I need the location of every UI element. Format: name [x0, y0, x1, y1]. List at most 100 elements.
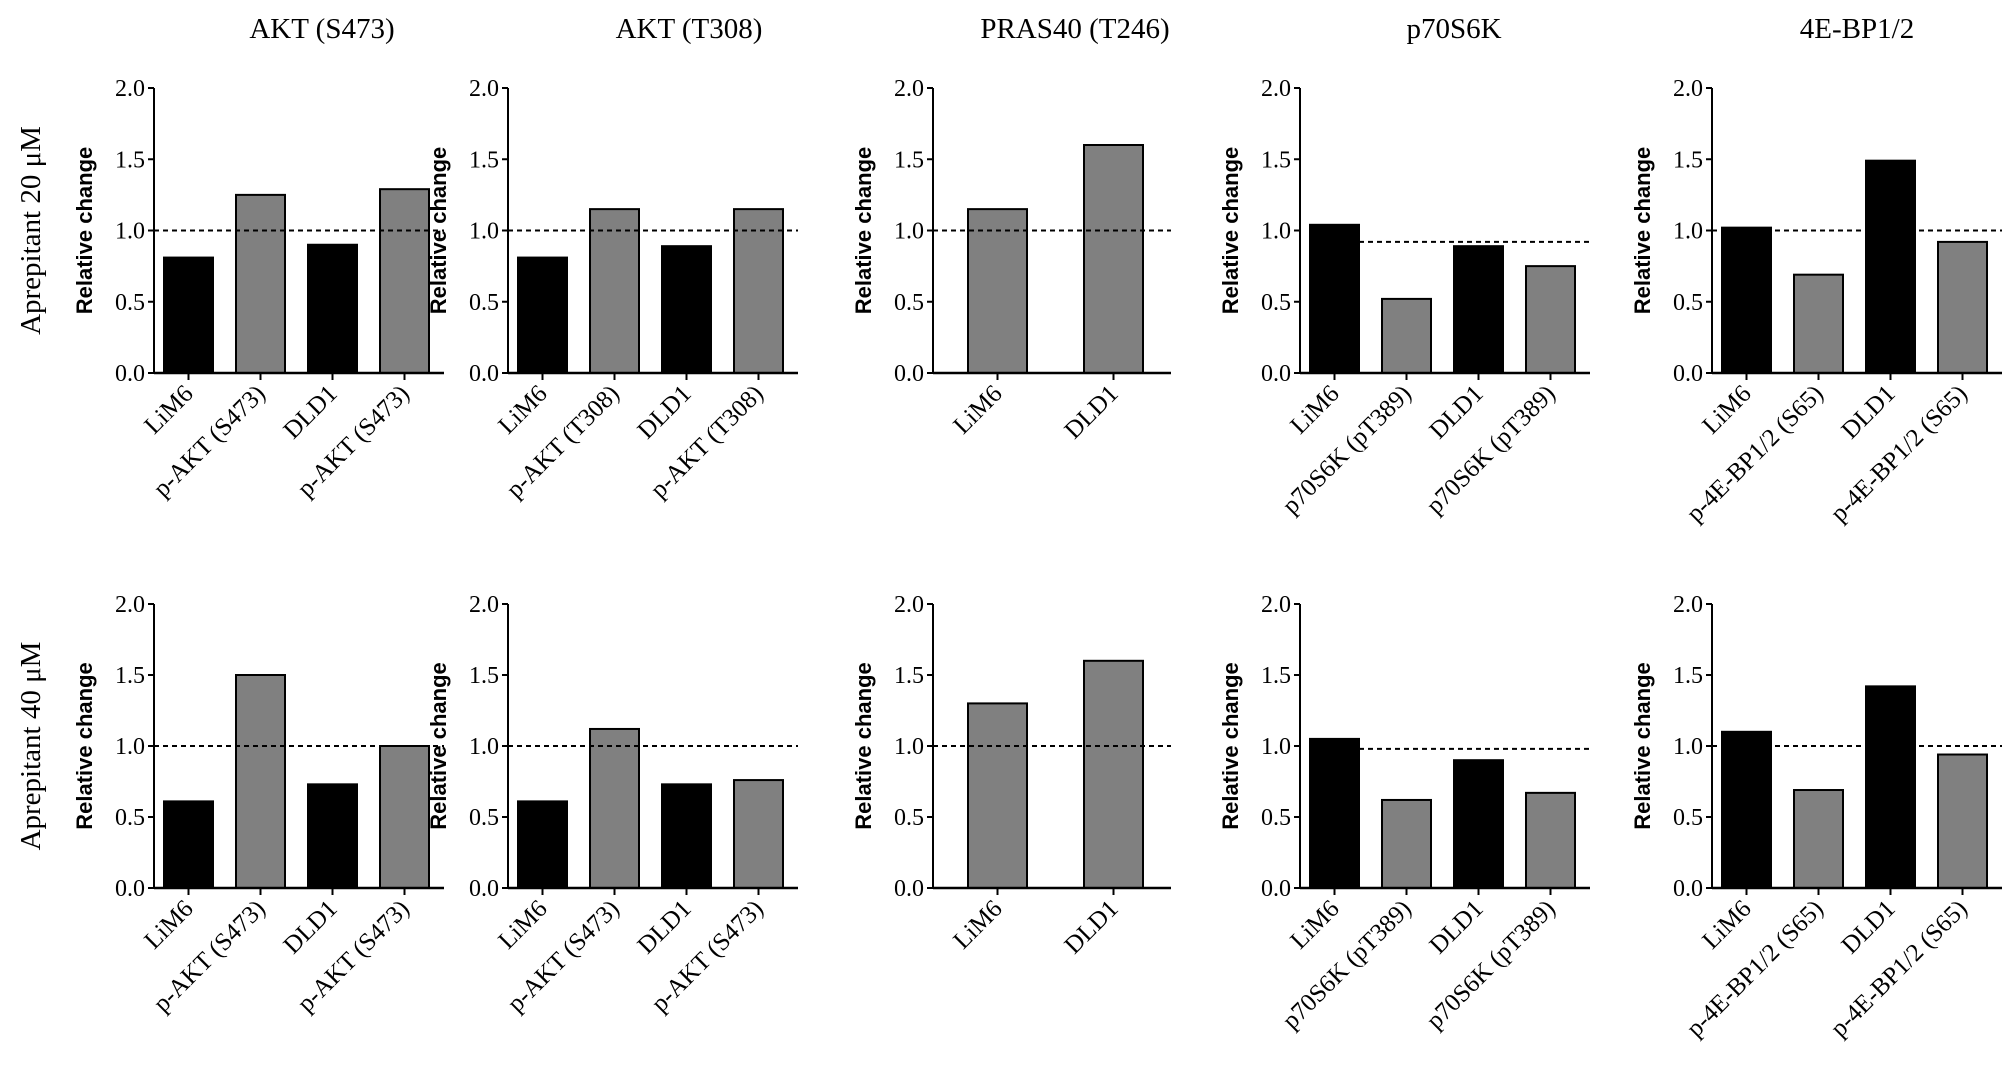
- x-tick-label: LiM6: [1285, 380, 1344, 439]
- x-tick-label: p70S6K (pT389): [1277, 380, 1416, 519]
- x-tick-label: LiM6: [948, 895, 1007, 954]
- x-tick-label: DLD1: [278, 895, 342, 959]
- x-tick-label: DLD1: [1424, 380, 1488, 444]
- y-tick-label: 1.0: [1261, 219, 1291, 245]
- y-tick-label: 0.5: [115, 290, 145, 316]
- y-tick-label: 0.5: [1261, 290, 1291, 316]
- row-label: Aprepitant 20 μM: [15, 126, 47, 335]
- bar: [379, 188, 430, 374]
- y-tick-label: 0.5: [894, 805, 924, 831]
- y-tick-label: 0.0: [894, 361, 924, 387]
- bar: [1721, 226, 1772, 374]
- y-tick-label: 2.0: [1673, 76, 1703, 102]
- y-axis-label: Relative change: [72, 147, 97, 315]
- y-tick-label: 0.5: [469, 805, 499, 831]
- y-tick-label: 0.0: [1673, 876, 1703, 902]
- y-tick-label: 1.0: [469, 219, 499, 245]
- bar: [307, 783, 358, 890]
- bar: [1793, 273, 1844, 374]
- y-tick-label: 1.0: [894, 734, 924, 760]
- bar: [967, 702, 1028, 890]
- x-tick-label: LiM6: [139, 380, 198, 439]
- y-tick-label: 0.5: [115, 805, 145, 831]
- x-tick-label: LiM6: [493, 895, 552, 954]
- y-tick-label: 1.0: [115, 219, 145, 245]
- y-tick-label: 1.5: [115, 147, 145, 173]
- y-tick-label: 2.0: [894, 76, 924, 102]
- y-tick-label: 1.0: [1261, 734, 1291, 760]
- y-tick-label: 1.5: [469, 663, 499, 689]
- y-tick-label: 0.0: [469, 361, 499, 387]
- y-tick-label: 2.0: [115, 76, 145, 102]
- bar: [1865, 159, 1916, 374]
- y-tick-label: 2.0: [115, 592, 145, 618]
- bar: [1309, 223, 1360, 374]
- y-tick-label: 2.0: [1261, 592, 1291, 618]
- y-tick-label: 1.5: [1673, 663, 1703, 689]
- x-tick-label: LiM6: [1697, 380, 1756, 439]
- bar: [307, 243, 358, 374]
- x-tick-label: LiM6: [139, 895, 198, 954]
- x-tick-label: LiM6: [1285, 895, 1344, 954]
- y-tick-label: 0.0: [1261, 361, 1291, 387]
- bar: [661, 783, 712, 890]
- y-axis-label: Relative change: [426, 662, 451, 830]
- y-axis-label: Relative change: [72, 662, 97, 830]
- x-tick-label: p70S6K (pT389): [1421, 380, 1560, 519]
- x-tick-label: DLD1: [1424, 895, 1488, 959]
- bar: [1453, 245, 1504, 374]
- y-tick-label: 0.0: [115, 876, 145, 902]
- y-tick-label: 2.0: [1261, 76, 1291, 102]
- bar: [163, 800, 214, 890]
- bar: [1453, 759, 1504, 890]
- y-tick-label: 0.5: [894, 290, 924, 316]
- bar: [1525, 265, 1576, 374]
- bar: [661, 245, 712, 374]
- column-title: 4E-BP1/2: [1800, 13, 1914, 45]
- bar: [235, 193, 286, 374]
- y-tick-label: 1.5: [894, 663, 924, 689]
- y-tick-label: 0.0: [894, 876, 924, 902]
- y-tick-label: 2.0: [469, 592, 499, 618]
- x-tick-label: p-4E-BP1/2 (S65): [1681, 380, 1828, 527]
- y-tick-label: 2.0: [469, 76, 499, 102]
- bar: [379, 745, 430, 889]
- x-tick-label: p70S6K (pT389): [1277, 895, 1416, 1034]
- x-tick-label: p-4E-BP1/2 (S65): [1825, 895, 1972, 1042]
- bar: [1793, 789, 1844, 890]
- y-axis-label: Relative change: [426, 147, 451, 315]
- row-label: Aprepitant 40 μM: [15, 642, 47, 851]
- y-tick-label: 1.0: [1673, 219, 1703, 245]
- y-tick-label: 1.0: [469, 734, 499, 760]
- y-axis-label: Relative change: [1218, 662, 1243, 830]
- y-tick-label: 2.0: [1673, 592, 1703, 618]
- bar: [733, 779, 784, 890]
- bar: [235, 674, 286, 889]
- bar: [1309, 737, 1360, 890]
- x-tick-label: LiM6: [948, 380, 1007, 439]
- x-tick-label: DLD1: [632, 895, 696, 959]
- y-tick-label: 1.5: [1261, 147, 1291, 173]
- bar: [1937, 753, 1988, 890]
- bar: [589, 727, 640, 890]
- bar: [1381, 297, 1432, 374]
- y-axis-label: Relative change: [1630, 147, 1655, 315]
- bar: [163, 256, 214, 375]
- y-axis-label: Relative change: [851, 662, 876, 830]
- bar: [1083, 144, 1144, 374]
- y-tick-label: 1.0: [115, 734, 145, 760]
- y-tick-label: 1.5: [1261, 663, 1291, 689]
- x-tick-label: DLD1: [1836, 380, 1900, 444]
- x-tick-label: DLD1: [632, 380, 696, 444]
- x-tick-label: p-4E-BP1/2 (S65): [1681, 895, 1828, 1042]
- y-tick-label: 1.5: [469, 147, 499, 173]
- x-tick-label: DLD1: [1836, 895, 1900, 959]
- y-tick-label: 0.5: [1673, 290, 1703, 316]
- bar: [517, 256, 568, 375]
- column-title: p70S6K: [1406, 13, 1501, 45]
- y-axis-label: Relative change: [851, 147, 876, 315]
- x-tick-label: p-4E-BP1/2 (S65): [1825, 380, 1972, 527]
- bar: [1525, 791, 1576, 889]
- bar: [589, 208, 640, 374]
